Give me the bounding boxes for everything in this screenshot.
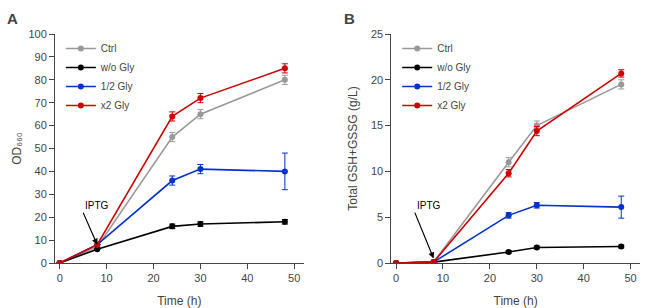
svg-text:Time (h): Time (h) xyxy=(157,294,201,308)
svg-text:IPTG: IPTG xyxy=(85,200,109,211)
svg-text:0: 0 xyxy=(393,272,399,284)
svg-text:30: 30 xyxy=(35,188,47,200)
svg-text:Ctrl: Ctrl xyxy=(437,43,453,54)
svg-text:15: 15 xyxy=(371,119,383,131)
svg-text:25: 25 xyxy=(371,28,383,40)
svg-text:70: 70 xyxy=(35,97,47,109)
svg-text:1/2 Gly: 1/2 Gly xyxy=(437,81,469,92)
svg-text:w/o Gly: w/o Gly xyxy=(100,62,134,73)
svg-text:Ctrl: Ctrl xyxy=(101,43,117,54)
svg-text:40: 40 xyxy=(35,165,47,177)
svg-text:10: 10 xyxy=(35,234,47,246)
svg-text:0: 0 xyxy=(377,257,383,269)
svg-text:10: 10 xyxy=(437,272,449,284)
svg-text:x2 Gly: x2 Gly xyxy=(437,100,465,111)
svg-text:20: 20 xyxy=(147,272,159,284)
svg-text:5: 5 xyxy=(377,211,383,223)
svg-text:Time (h): Time (h) xyxy=(494,294,538,308)
svg-text:IPTG: IPTG xyxy=(417,200,441,211)
svg-text:30: 30 xyxy=(531,272,543,284)
svg-text:100: 100 xyxy=(28,28,46,40)
svg-text:50: 50 xyxy=(35,142,47,154)
svg-text:20: 20 xyxy=(484,272,496,284)
svg-text:10: 10 xyxy=(371,165,383,177)
svg-text:10: 10 xyxy=(100,272,112,284)
svg-text:B: B xyxy=(344,10,355,27)
svg-text:60: 60 xyxy=(35,119,47,131)
svg-text:90: 90 xyxy=(35,51,47,63)
svg-text:1/2 Gly: 1/2 Gly xyxy=(101,81,133,92)
svg-text:0: 0 xyxy=(57,272,63,284)
svg-text:50: 50 xyxy=(624,272,636,284)
svg-text:0: 0 xyxy=(41,257,47,269)
svg-text:A: A xyxy=(7,10,18,27)
svg-text:20: 20 xyxy=(35,211,47,223)
svg-text:20: 20 xyxy=(371,74,383,86)
svg-text:50: 50 xyxy=(288,272,300,284)
svg-text:Total GSH+GSSG (g/L): Total GSH+GSSG (g/L) xyxy=(346,86,360,210)
svg-text:80: 80 xyxy=(35,74,47,86)
svg-text:40: 40 xyxy=(578,272,590,284)
svg-text:40: 40 xyxy=(241,272,253,284)
svg-text:x2 Gly: x2 Gly xyxy=(101,100,129,111)
svg-text:OD₆₆₀: OD₆₆₀ xyxy=(10,132,24,165)
svg-text:30: 30 xyxy=(194,272,206,284)
svg-text:w/o Gly: w/o Gly xyxy=(436,62,470,73)
